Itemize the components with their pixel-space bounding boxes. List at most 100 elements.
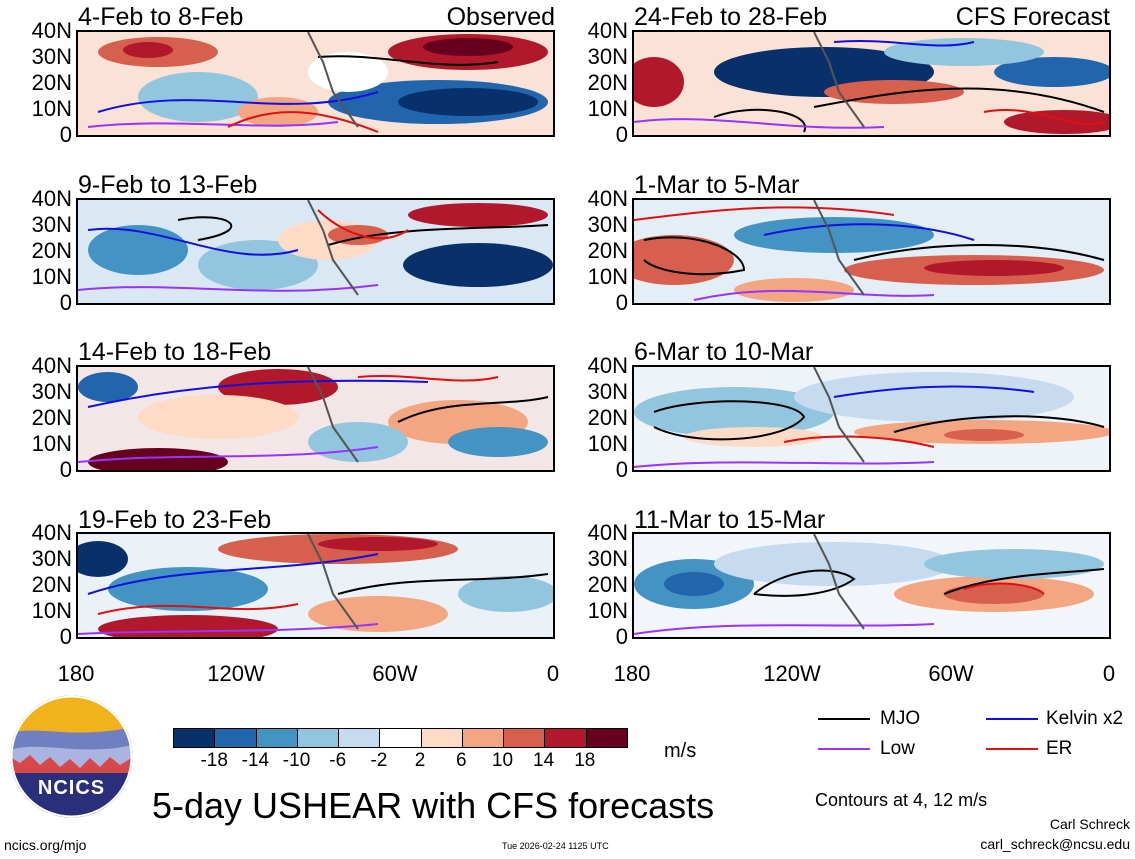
panel-8-title: 11-Mar to 15-Mar [634, 506, 826, 534]
y-tick-label: 30N [587, 212, 628, 237]
y-tick-label: 10N [587, 264, 628, 289]
legend-mjo-line [818, 718, 870, 720]
panel-1-title: 4-Feb to 8-Feb [78, 3, 244, 31]
y-tick-label: 20N [587, 238, 628, 263]
colorbar-tick-label: -14 [241, 750, 270, 771]
colorbar-tick-label: 14 [533, 750, 555, 771]
y-tick-label: 20N [587, 405, 628, 430]
legend-er-line [986, 748, 1038, 750]
colorbar-unit: m/s [664, 740, 697, 762]
x-tick-left-0: 0 [546, 661, 560, 686]
x-tick-left-180: 180 [57, 661, 95, 686]
colorbar-tick-label: 18 [574, 750, 596, 771]
x-tick-left-60w: 60W [372, 661, 418, 686]
panel-2-tag: CFS Forecast [955, 3, 1110, 31]
ncics-logo: NCICS [10, 695, 133, 818]
y-tick-label: 40N [31, 18, 72, 43]
colorbar-tick-label: -18 [200, 750, 228, 771]
x-tick-right-180: 180 [613, 661, 651, 686]
y-tick-label: 0 [615, 122, 628, 147]
y-tick-label: 30N [31, 546, 72, 571]
colorbar-swatch [586, 729, 627, 747]
main-title: 5-day USHEAR with CFS forecasts [152, 785, 715, 826]
map-panel-2 [632, 30, 1111, 137]
y-tick-label: 30N [587, 44, 628, 69]
map-panel-6 [632, 365, 1111, 472]
legend-low-label: Low [880, 738, 915, 759]
colorbar-swatch [256, 729, 298, 747]
y-tick-label: 0 [59, 457, 72, 482]
colorbar-swatch [504, 729, 546, 747]
panel-3-title: 9-Feb to 13-Feb [78, 171, 258, 199]
legend-contours-note: Contours at 4, 12 m/s [815, 790, 988, 810]
colorbar-swatch [215, 729, 257, 747]
x-tick-right-60w: 60W [928, 661, 974, 686]
y-tick-label: 10N [587, 431, 628, 456]
y-tick-label: 0 [59, 290, 72, 315]
panel-6-title: 6-Mar to 10-Mar [634, 338, 814, 366]
y-tick-label: 40N [587, 18, 628, 43]
colorbar-swatch [174, 729, 216, 747]
panel-2-title: 24-Feb to 28-Feb [634, 3, 828, 31]
y-tick-label: 10N [31, 598, 72, 623]
y-tick-label: 0 [59, 122, 72, 147]
y-tick-label: 20N [587, 572, 628, 597]
y-tick-label: 30N [31, 379, 72, 404]
y-tick-label: 40N [31, 186, 72, 211]
y-tick-label: 20N [31, 70, 72, 95]
x-tick-left-120w: 120W [207, 661, 265, 686]
y-tick-label: 0 [59, 624, 72, 649]
legend-mjo-label: MJO [880, 708, 921, 729]
colorbar-tick-label: -10 [282, 750, 311, 771]
map-panel-4 [632, 198, 1111, 305]
colorbar-tick-label: 6 [455, 750, 467, 771]
colorbar-swatch [462, 729, 505, 747]
y-tick-label: 10N [31, 431, 72, 456]
map-panel-3 [76, 198, 555, 305]
colorbar-swatch [545, 729, 587, 747]
panel-4-title: 1-Mar to 5-Mar [634, 171, 800, 199]
y-tick-label: 40N [587, 186, 628, 211]
y-tick-label: 10N [587, 96, 628, 121]
y-tick-label: 0 [615, 624, 628, 649]
logo-text: NCICS [37, 777, 106, 799]
legend-kelvin-line [986, 718, 1038, 720]
map-panel-8 [632, 532, 1111, 639]
colorbar-tick-label: -6 [329, 750, 347, 771]
legend-kelvin-label: Kelvin x2 [1046, 708, 1124, 729]
footer-timestamp: Tue 2026-02-24 1125 UTC [502, 841, 609, 851]
y-tick-label: 30N [31, 44, 72, 69]
y-tick-label: 40N [31, 520, 72, 545]
panel-7-title: 19-Feb to 23-Feb [78, 506, 272, 534]
panel-5-title: 14-Feb to 18-Feb [78, 338, 272, 366]
y-tick-label: 20N [31, 238, 72, 263]
colorbar-swatch [380, 729, 422, 747]
legend-low-line [818, 748, 870, 750]
footer-author: Carl Schreck [1049, 816, 1130, 832]
footer-url[interactable]: ncics.org/mjo [4, 837, 87, 853]
colorbar [173, 728, 628, 748]
y-tick-label: 30N [587, 379, 628, 404]
colorbar-swatch [297, 729, 340, 747]
y-tick-label: 10N [31, 96, 72, 121]
y-tick-label: 30N [31, 212, 72, 237]
y-tick-label: 40N [31, 353, 72, 378]
y-tick-label: 40N [587, 520, 628, 545]
map-panel-5 [76, 365, 555, 472]
y-tick-label: 30N [587, 546, 628, 571]
x-tick-right-120w: 120W [763, 661, 821, 686]
panel-1-tag: Observed [446, 3, 555, 31]
y-tick-label: 0 [615, 290, 628, 315]
y-tick-label: 20N [31, 572, 72, 597]
y-tick-label: 10N [587, 598, 628, 623]
y-tick-label: 20N [31, 405, 72, 430]
colorbar-swatch [421, 729, 463, 747]
y-tick-label: 0 [615, 457, 628, 482]
map-panel-7 [76, 532, 555, 639]
colorbar-tick-label: 2 [414, 750, 426, 771]
footer-email[interactable]: carl_schreck@ncsu.edu [980, 836, 1130, 852]
colorbar-tick-label: 10 [491, 750, 514, 771]
colorbar-swatch [339, 729, 381, 747]
y-tick-label: 10N [31, 264, 72, 289]
y-tick-label: 40N [587, 353, 628, 378]
